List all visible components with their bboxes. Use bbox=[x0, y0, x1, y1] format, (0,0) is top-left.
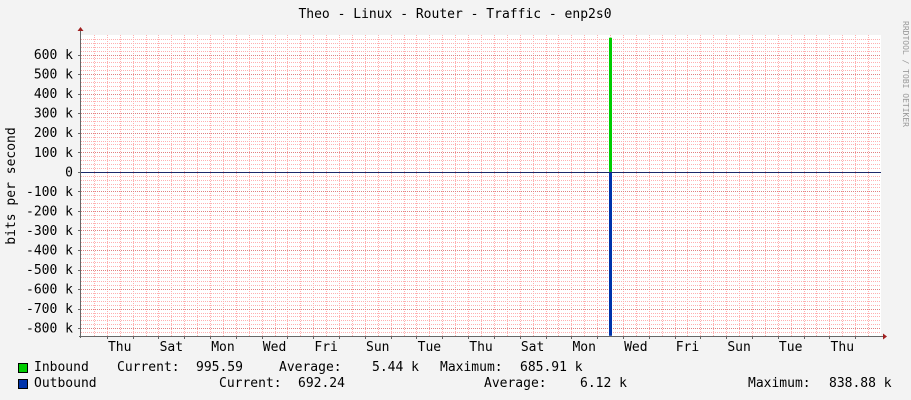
legend-outbound-current-label: Current: bbox=[219, 376, 282, 391]
y-tick-label: -600 k bbox=[26, 283, 73, 298]
y-axis-arrow bbox=[77, 27, 84, 31]
legend-inbound-current-label: Current: bbox=[117, 360, 180, 375]
x-tick-label: Sat bbox=[160, 340, 183, 355]
y-tick-label: 200 k bbox=[34, 126, 73, 141]
x-tick-label: Fri bbox=[676, 340, 699, 355]
x-tick-label: Sun bbox=[727, 340, 750, 355]
legend-inbound-name: Inbound bbox=[34, 360, 89, 375]
y-axis-label: bits per second bbox=[4, 127, 19, 244]
legend-inbound-maximum: 685.91 k bbox=[520, 360, 583, 375]
chart-title: Theo - Linux - Router - Traffic - enp2s0 bbox=[298, 7, 611, 22]
y-tick-label: 600 k bbox=[34, 48, 73, 63]
y-tick-label: 100 k bbox=[34, 146, 73, 161]
legend-outbound: Outbound Current: 692.24 Average: 6.12 k… bbox=[0, 376, 911, 392]
outbound-swatch bbox=[18, 379, 28, 389]
x-tick-label: Mon bbox=[572, 340, 595, 355]
legend-outbound-average: 6.12 k bbox=[580, 376, 627, 391]
x-tick-labels: Thu Sat Mon Wed Fri Sun Tue Thu Sat Mon Wed Fri Sun T… bbox=[108, 340, 854, 355]
outbound-spike bbox=[609, 171, 612, 336]
y-tick-label: -200 k bbox=[26, 204, 73, 219]
y-tick-label: 500 k bbox=[34, 68, 73, 83]
x-tick-label: Wed bbox=[263, 340, 286, 355]
y-tick-label: 0 bbox=[65, 165, 73, 180]
legend-outbound-current: 692.24 bbox=[298, 376, 345, 391]
y-tick-label: -300 k bbox=[26, 224, 73, 239]
legend-inbound: Inbound Current: 995.59 Average: 5.44 k … bbox=[0, 360, 911, 376]
x-tick-label: Sun bbox=[366, 340, 389, 355]
x-tick-label: Mon bbox=[211, 340, 234, 355]
legend-inbound-current: 995.59 bbox=[196, 360, 243, 375]
legend-inbound-average-label: Average: bbox=[279, 360, 342, 375]
x-tick-label: Tue bbox=[418, 340, 442, 355]
y-tick-label: -100 k bbox=[26, 185, 73, 200]
y-tick-labels: 600 k 500 k 400 k 300 k 200 k 100 k 0 -100 k -20… bbox=[26, 48, 73, 337]
y-tick-label: 400 k bbox=[34, 87, 73, 102]
x-tick-label: Sat bbox=[521, 340, 544, 355]
inbound-swatch bbox=[18, 363, 28, 373]
minor-grid bbox=[81, 35, 881, 336]
x-tick-label: Fri bbox=[314, 340, 337, 355]
traffic-chart: 600 k 500 k 400 k 300 k 200 k 100 k 0 -100 k -20… bbox=[4, 7, 910, 355]
legend-inbound-maximum-label: Maximum: bbox=[440, 360, 503, 375]
legend-outbound-name: Outbound bbox=[34, 376, 97, 391]
y-tick-label: 300 k bbox=[34, 107, 73, 122]
x-tick-label: Tue bbox=[779, 340, 803, 355]
y-tick-label: -800 k bbox=[26, 322, 73, 337]
watermark: RRDTOOL / TOBI OETIKER bbox=[901, 21, 910, 127]
x-tick-label: Thu bbox=[108, 340, 131, 355]
inbound-spike bbox=[609, 37, 612, 172]
y-tick-label: -500 k bbox=[26, 263, 73, 278]
axes-layer bbox=[77, 27, 887, 340]
legend-inbound-average: 5.44 k bbox=[372, 360, 419, 375]
y-tick-label: -400 k bbox=[26, 244, 73, 259]
legend-outbound-average-label: Average: bbox=[484, 376, 547, 391]
x-tick-label: Thu bbox=[831, 340, 854, 355]
x-tick-label: Thu bbox=[469, 340, 492, 355]
legend-outbound-maximum: 838.88 k bbox=[829, 376, 892, 391]
legend-outbound-maximum-label: Maximum: bbox=[748, 376, 811, 391]
y-tick-label: -700 k bbox=[26, 302, 73, 317]
series-layer bbox=[609, 37, 612, 336]
x-axis-arrow bbox=[883, 333, 887, 340]
x-tick-label: Wed bbox=[624, 340, 647, 355]
major-grid bbox=[81, 55, 881, 329]
